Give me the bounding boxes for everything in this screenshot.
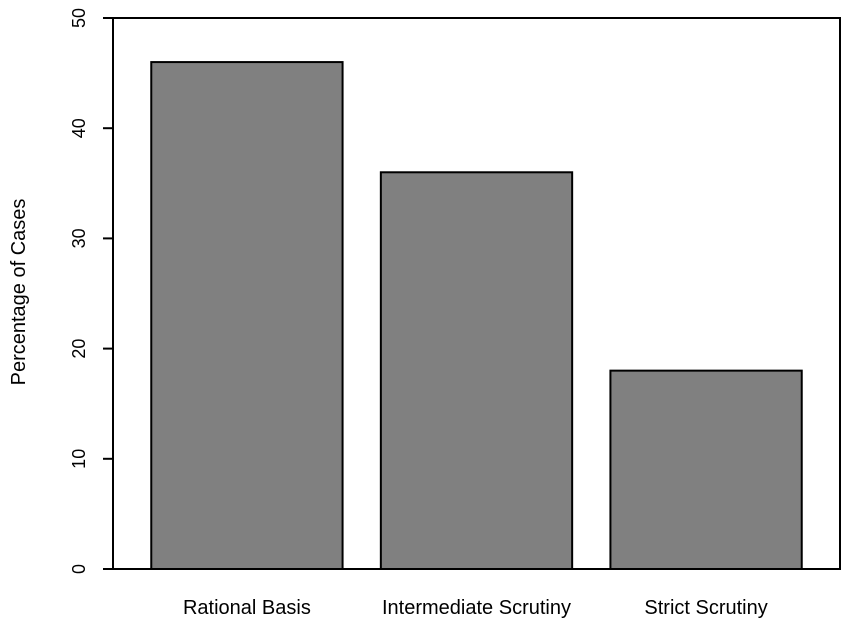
- bar-rational-basis: [150, 61, 344, 571]
- x-category-label: Rational Basis: [183, 597, 311, 619]
- y-axis: 0 10 20 30 40 50: [69, 8, 113, 574]
- y-tick-label: 30: [69, 228, 89, 248]
- y-tick-label: 20: [69, 339, 89, 359]
- plot-frame: [112, 17, 841, 570]
- x-axis-labels: Rational Basis Intermediate Scrutiny Stric…: [183, 597, 768, 619]
- bar-strict-scrutiny: [609, 369, 803, 571]
- y-tick-label: 50: [69, 8, 89, 28]
- y-tick-label: 10: [69, 449, 89, 469]
- y-axis-title: Percentage of Cases: [8, 199, 30, 386]
- y-tick-label: 40: [69, 118, 89, 138]
- x-category-label: Intermediate Scrutiny: [382, 597, 571, 619]
- bar-intermediate-scrutiny: [379, 171, 574, 570]
- y-tick-label: 0: [69, 564, 89, 574]
- bars: [150, 61, 803, 571]
- x-category-label: Strict Scrutiny: [644, 597, 767, 619]
